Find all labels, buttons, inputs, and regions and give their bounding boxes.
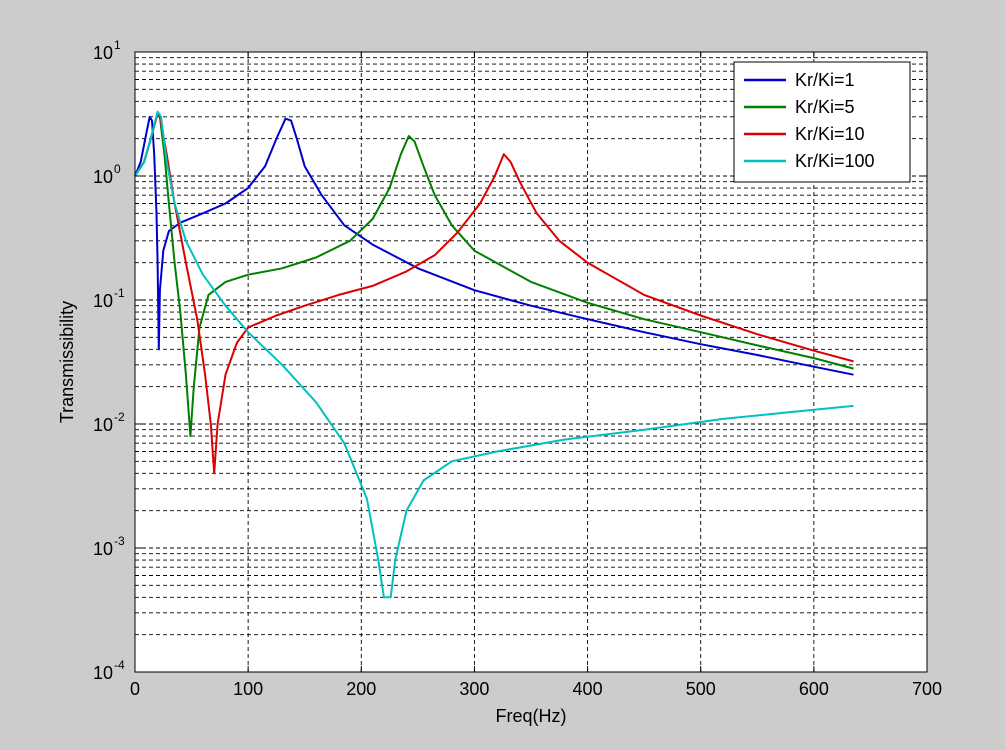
y-tick-label-exponent: -2 (114, 410, 125, 424)
y-tick-label: 10 (93, 539, 113, 559)
y-tick-label: 10 (93, 167, 113, 187)
x-tick-labels: 0 100 200 300 400 500 600 700 (130, 679, 942, 699)
y-axis-label: Transmissibility (57, 301, 77, 423)
y-tick-label-exponent: 0 (114, 162, 121, 176)
axes-box (134, 51, 928, 673)
y-tick-label: 10 (93, 291, 113, 311)
legend-label: Kr/Ki=10 (795, 124, 865, 144)
y-tick-label: 10 (93, 663, 113, 683)
series-line-2 (134, 112, 854, 437)
legend-label: Kr/Ki=100 (795, 151, 875, 171)
legend: Kr/Ki=1 Kr/Ki=5 Kr/Ki=10 Kr/Ki=100 (733, 61, 911, 183)
x-tick-label: 600 (799, 679, 829, 699)
legend-label: Kr/Ki=1 (795, 70, 855, 90)
y-tick-label: 10 (93, 43, 113, 63)
x-tick-label: 0 (130, 679, 140, 699)
x-tick-label: 700 (912, 679, 942, 699)
x-tick-label: 500 (686, 679, 716, 699)
y-tick-label-exponent: -1 (114, 286, 125, 300)
x-axis-label: Freq(Hz) (496, 706, 567, 726)
y-tick-label-exponent: 1 (114, 38, 121, 52)
x-tick-label: 400 (573, 679, 603, 699)
x-tick-label: 200 (346, 679, 376, 699)
series-line-1 (134, 115, 854, 376)
y-tick-label: 10 (93, 415, 113, 435)
plot-lines (134, 110, 854, 599)
x-tick-label: 100 (233, 679, 263, 699)
legend-label: Kr/Ki=5 (795, 97, 855, 117)
x-tick-label: 300 (459, 679, 489, 699)
series-line-4 (134, 110, 854, 599)
y-tick-label-exponent: -3 (114, 534, 125, 548)
y-tick-label-exponent: -4 (114, 658, 125, 672)
ticks (134, 51, 928, 673)
